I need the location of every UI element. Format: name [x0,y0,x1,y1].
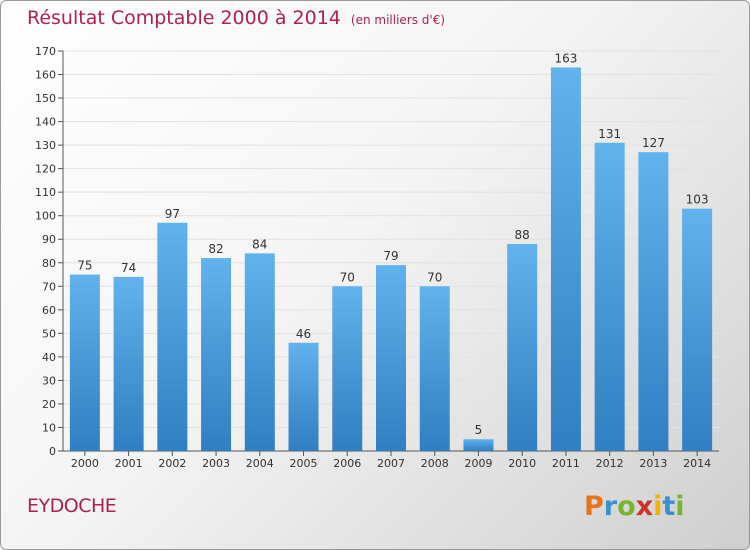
data-label: 82 [208,242,223,256]
y-tick-label: 150 [35,92,56,105]
y-tick-label: 10 [42,421,56,434]
bar [332,286,363,451]
x-tick-label: 2010 [508,457,536,470]
data-label: 84 [252,237,267,251]
y-tick-label: 50 [42,327,56,340]
chart-title-text: Résultat Comptable 2000 à 2014 [27,7,341,29]
bar [113,276,144,451]
bars [69,67,713,452]
y-tick-label: 40 [42,351,56,364]
x-tick-label: 2006 [333,457,361,470]
y-tick-label: 120 [35,163,56,176]
data-label: 127 [642,136,665,150]
data-label: 88 [515,228,530,242]
chart-title: Résultat Comptable 2000 à 2014 (en millie… [27,7,445,29]
x-tick-label: 2005 [290,457,318,470]
bar [550,67,581,452]
value-labels: 75 74 97 82 84 46 70 79 70 5 88 163 131 127 103 [77,51,708,437]
x-tick-label: 2002 [158,457,186,470]
y-tick-label: 20 [42,398,56,411]
bar [157,222,188,451]
y-tick-label: 170 [35,45,56,58]
y-tick-label: 100 [35,210,56,223]
x-tick-label: 2012 [596,457,624,470]
data-label: 131 [598,127,621,141]
x-tick-label: 2009 [464,457,492,470]
logo-letter: P [584,491,604,522]
bar [244,253,275,451]
chart-subtitle: (en milliers d'€) [350,13,446,27]
x-tick-label: 2003 [202,457,230,470]
bar [201,258,232,451]
data-label: 74 [121,261,136,275]
logo-letter: o [617,491,636,522]
y-tick-label: 70 [42,280,56,293]
x-tick-label: 2007 [377,457,405,470]
y-tick-label: 30 [42,374,56,387]
x-tick-label: 2001 [115,457,143,470]
data-label: 46 [296,327,311,341]
bar [419,286,450,451]
data-label: 5 [475,423,483,437]
data-label: 79 [383,249,398,263]
y-tick-label: 60 [42,304,56,317]
y-tick-label: 90 [42,233,56,246]
x-tick-label: 2008 [421,457,449,470]
bar [69,274,100,451]
y-tick-label: 130 [35,139,56,152]
data-label: 103 [686,193,709,207]
y-tick-label: 160 [35,69,56,82]
bar [376,265,406,451]
logo-letter: r [603,491,618,522]
x-tick-label: 2013 [639,457,667,470]
y-tick-label: 110 [35,186,56,199]
bar [463,439,494,451]
data-label: 163 [554,51,577,65]
bar [638,152,669,452]
x-tick-label: 2014 [683,457,711,470]
logo-letter: t [662,491,676,522]
y-axis-ticks: 0 10 20 30 40 50 60 70 80 90 100 110 120 130 140 150 160… [35,45,719,458]
y-tick-label: 140 [35,116,56,129]
logo-letter: i [653,491,663,522]
bar [594,142,625,451]
data-label: 97 [165,207,180,221]
bar [507,243,538,451]
logo-letter: x [635,491,654,522]
data-label: 70 [427,270,442,284]
bar [682,208,713,451]
place-name: EYDOCHE [27,495,117,517]
x-tick-label: 2000 [71,457,99,470]
x-axis-ticks: 2000 2001 2002 2003 2004 2005 2006 2007 2008 2009… [71,451,711,470]
y-tick-label: 0 [49,445,56,458]
data-label: 75 [77,259,92,273]
logo-letter: i [675,491,685,522]
proxiti-logo[interactable]: Proxiti [584,491,685,522]
data-label: 70 [340,270,355,284]
bar [288,342,319,451]
y-tick-label: 80 [42,257,56,270]
x-tick-label: 2011 [552,457,580,470]
x-tick-label: 2004 [246,457,274,470]
